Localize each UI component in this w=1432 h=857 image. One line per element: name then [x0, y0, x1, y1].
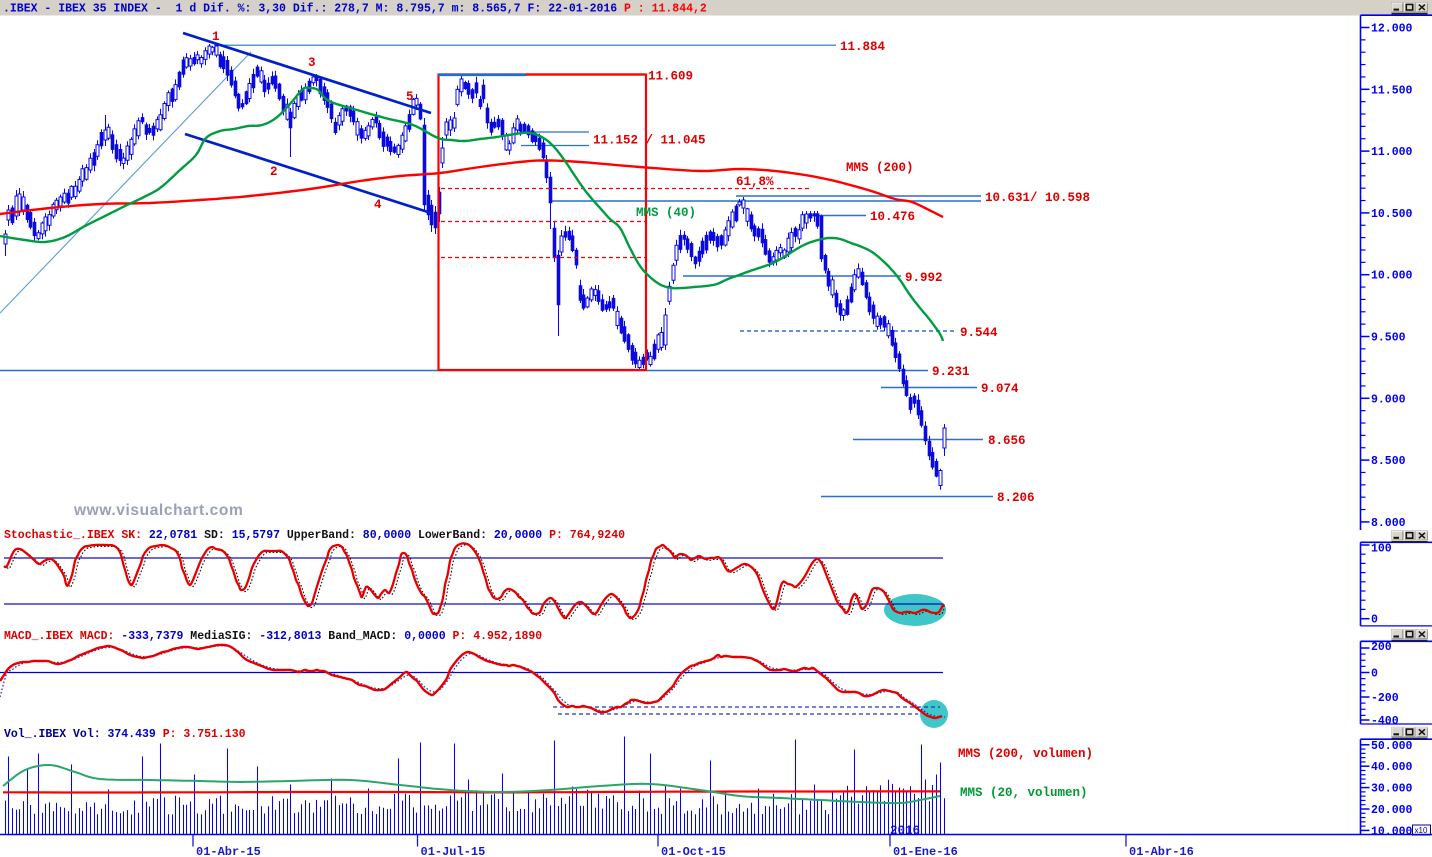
svg-text:100: 100: [1371, 543, 1392, 556]
svg-text:10.000: 10.000: [1371, 270, 1413, 283]
svg-text:01-Jul-15: 01-Jul-15: [421, 845, 486, 857]
svg-text:20.000: 20.000: [1371, 804, 1413, 817]
svg-text:11.500: 11.500: [1371, 84, 1413, 97]
svg-text:-400: -400: [1371, 715, 1399, 728]
svg-text:20,0000: 20,0000: [487, 529, 542, 542]
svg-text:11.152 / 11.045: 11.152 / 11.045: [593, 134, 706, 148]
svg-text:9.231: 9.231: [932, 365, 970, 379]
svg-text:8.656: 8.656: [988, 434, 1026, 448]
svg-text:0: 0: [1371, 614, 1378, 627]
svg-text:10.000: 10.000: [1371, 825, 1413, 838]
svg-text:40.000: 40.000: [1371, 761, 1413, 774]
svg-text:200: 200: [1371, 641, 1392, 654]
svg-text:0,0000: 0,0000: [397, 630, 445, 643]
svg-text:12.000: 12.000: [1371, 23, 1413, 36]
svg-text:MediaSIG:: MediaSIG:: [183, 630, 252, 643]
svg-text:8.500: 8.500: [1371, 455, 1406, 468]
svg-text:8.206: 8.206: [997, 491, 1035, 505]
svg-text:11.000: 11.000: [1371, 146, 1413, 159]
svg-text:P: 3.751.130: P: 3.751.130: [156, 728, 246, 741]
svg-text:01-Ene-16: 01-Ene-16: [893, 845, 958, 857]
svg-text:61,8%: 61,8%: [736, 175, 774, 189]
svg-text:-333,7379: -333,7379: [114, 630, 183, 643]
svg-text:9.074: 9.074: [981, 382, 1019, 396]
svg-text:374.439: 374.439: [101, 728, 156, 741]
svg-text:3: 3: [308, 56, 316, 70]
svg-text:11.884: 11.884: [840, 40, 886, 54]
svg-text:LowerBand:: LowerBand:: [411, 529, 487, 542]
svg-text:MMS (20, volumen): MMS (20, volumen): [960, 786, 1088, 800]
svg-text:10.476: 10.476: [870, 210, 915, 224]
svg-text:MMS (40): MMS (40): [636, 206, 696, 220]
svg-text:.IBEX - IBEX 35 INDEX - 1 d D: .IBEX - IBEX 35 INDEX - 1 d Dif. %: 3,30…: [3, 3, 624, 16]
svg-text:MACD_.IBEX MACD:: MACD_.IBEX MACD:: [4, 630, 114, 643]
svg-text:8.000: 8.000: [1371, 517, 1406, 530]
svg-text:SD:: SD:: [197, 529, 225, 542]
svg-text:50.000: 50.000: [1371, 740, 1413, 753]
svg-text:www.visualchart.com: www.visualchart.com: [73, 502, 243, 519]
svg-text:10.631/ 10.598: 10.631/ 10.598: [985, 191, 1090, 205]
svg-text:5: 5: [406, 90, 414, 104]
svg-text:UpperBand:: UpperBand:: [280, 529, 356, 542]
svg-text:80,0000: 80,0000: [356, 529, 411, 542]
svg-text:9.544: 9.544: [960, 326, 998, 340]
svg-text:P: 4.952,1890: P: 4.952,1890: [446, 630, 543, 643]
svg-text:11.609: 11.609: [648, 70, 693, 84]
svg-text:MMS (200): MMS (200): [846, 161, 914, 175]
svg-text:9.500: 9.500: [1371, 332, 1406, 345]
svg-text:2016: 2016: [890, 824, 920, 838]
svg-text:01-Abr-16: 01-Abr-16: [1129, 845, 1194, 857]
svg-text:2: 2: [270, 165, 278, 179]
svg-text:-200: -200: [1371, 692, 1399, 705]
svg-text:9.992: 9.992: [905, 271, 943, 285]
svg-text:MMS (200, volumen): MMS (200, volumen): [958, 747, 1093, 761]
svg-text:22,0781: 22,0781: [142, 529, 197, 542]
svg-text:4: 4: [374, 198, 382, 212]
svg-text:P: 764,9240: P: 764,9240: [542, 529, 625, 542]
svg-text:Stochastic_.IBEX SK:: Stochastic_.IBEX SK:: [4, 529, 142, 542]
svg-text:Band_MACD:: Band_MACD:: [321, 630, 397, 643]
svg-text:10.500: 10.500: [1371, 208, 1413, 221]
svg-text:9.000: 9.000: [1371, 393, 1406, 406]
svg-text:P : 11.844,2: P : 11.844,2: [624, 3, 707, 16]
svg-text:x10: x10: [1415, 826, 1428, 835]
svg-text:15,5797: 15,5797: [225, 529, 280, 542]
svg-text:01-Abr-15: 01-Abr-15: [196, 845, 261, 857]
svg-text:01-Oct-15: 01-Oct-15: [661, 845, 726, 857]
svg-text:1: 1: [212, 30, 220, 44]
svg-text:30.000: 30.000: [1371, 783, 1413, 796]
svg-text:-312,8013: -312,8013: [252, 630, 321, 643]
svg-text:0: 0: [1371, 668, 1378, 681]
svg-text:Vol_.IBEX Vol:: Vol_.IBEX Vol:: [4, 728, 101, 741]
